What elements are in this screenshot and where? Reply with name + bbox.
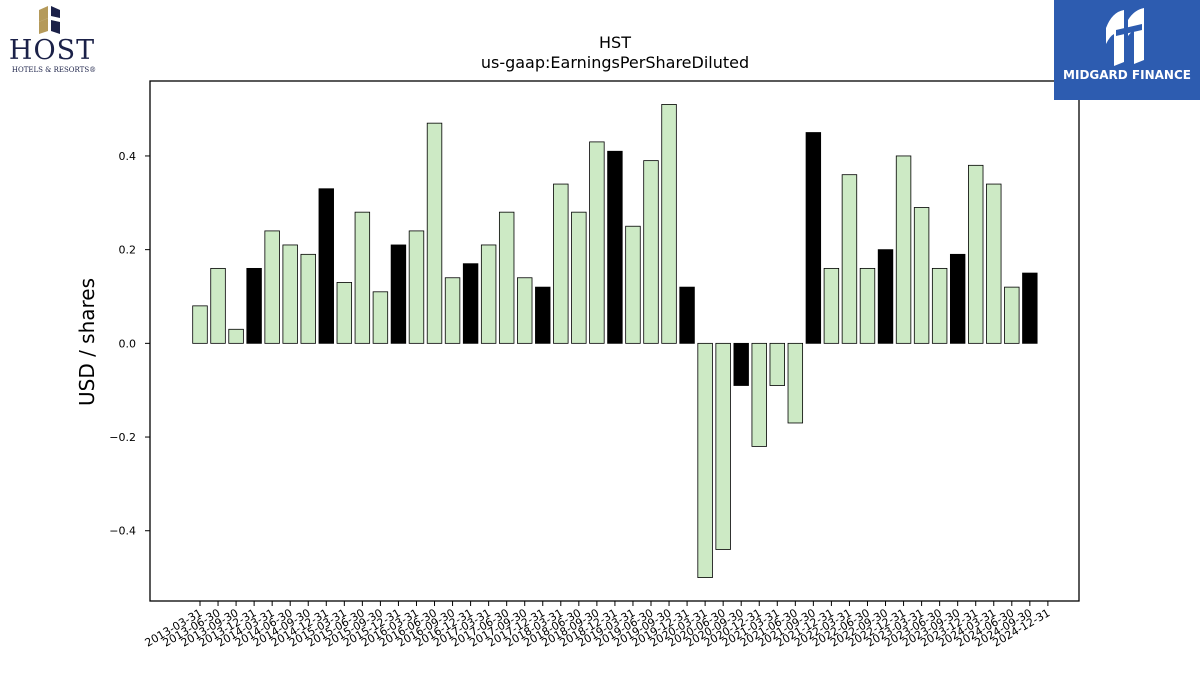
- plot-frame: [149, 80, 1080, 602]
- bars-group: [192, 104, 1038, 578]
- bar-2023-09-30: [949, 253, 966, 344]
- bar-2020-06-30: [715, 342, 731, 550]
- bar-2020-03-31: [697, 342, 713, 578]
- y-tick-label: 0.4: [119, 150, 137, 163]
- bar-2024-06-30: [1004, 286, 1020, 344]
- host-hotels-logo: HOST HOTELS & RESORTS®: [4, 4, 104, 76]
- bar-2013-06-30: [210, 267, 226, 344]
- y-tick-label: 0.2: [119, 244, 137, 257]
- host-tagline: HOTELS & RESORTS®: [11, 66, 97, 74]
- midgard-wordmark: MIDGARD FINANCE: [1063, 68, 1191, 82]
- bar-2013-09-30: [228, 328, 244, 344]
- y-axis-label: USD / shares: [75, 278, 99, 406]
- y-ticks: −0.4 −0.2 0.0 0.2 0.4: [109, 150, 150, 538]
- bar-2017-06-30: [498, 211, 515, 344]
- bar-2015-03-31: [336, 282, 353, 344]
- bar-2016-06-30: [426, 122, 443, 344]
- bar-2016-09-30: [444, 277, 461, 344]
- y-tick-label: 0.0: [119, 337, 137, 350]
- bar-2022-09-30: [877, 249, 894, 344]
- bar-2023-03-31: [913, 207, 930, 344]
- bar-2021-12-31: [823, 267, 840, 344]
- y-tick-label: −0.4: [109, 525, 136, 538]
- midgard-finance-logo: MIDGARD FINANCE: [1054, 0, 1200, 100]
- x-ticks: 2013-03-312013-06-302013-09-302013-12-31…: [143, 601, 1052, 650]
- bar-2022-03-31: [841, 174, 858, 344]
- bar-2021-06-30: [787, 342, 804, 424]
- bar-2019-12-31: [679, 286, 695, 344]
- bar-2019-03-31: [625, 225, 641, 344]
- bar-2018-12-31: [607, 150, 623, 344]
- chart-subtitle: us-gaap:EarningsPerShareDiluted: [481, 53, 749, 72]
- bar-2018-09-30: [589, 141, 605, 344]
- bar-2020-09-30: [733, 342, 749, 386]
- bar-2015-09-30: [372, 291, 389, 344]
- bar-2021-03-31: [769, 342, 785, 386]
- bar-2014-09-30: [300, 253, 316, 344]
- bar-2019-06-30: [643, 160, 659, 344]
- bar-2015-12-31: [390, 244, 407, 344]
- bar-2014-12-31: [318, 188, 334, 344]
- bar-2021-09-30: [805, 132, 822, 344]
- bar-2014-03-31: [264, 230, 280, 344]
- bar-2015-06-30: [354, 211, 371, 344]
- host-emblem-icon: [39, 6, 60, 34]
- bar-2017-09-30: [517, 277, 533, 344]
- bar-2013-12-31: [246, 267, 262, 344]
- bar-2023-12-31: [968, 164, 984, 344]
- bar-2020-12-31: [751, 342, 767, 447]
- midgard-emblem-icon: [1106, 8, 1144, 66]
- bar-2017-03-31: [480, 244, 497, 344]
- host-wordmark: HOST: [8, 35, 96, 66]
- bar-2016-03-31: [408, 230, 425, 344]
- bar-2022-12-31: [895, 155, 912, 344]
- chart-title: HST: [599, 33, 631, 52]
- bar-2017-12-31: [535, 286, 551, 344]
- bar-2014-06-30: [282, 244, 298, 344]
- bar-2019-09-30: [661, 104, 677, 344]
- bar-2022-06-30: [859, 267, 876, 344]
- y-tick-label: −0.2: [109, 431, 136, 444]
- bar-2016-12-31: [462, 263, 479, 344]
- bar-2018-06-30: [571, 211, 587, 344]
- bar-2024-03-31: [986, 183, 1002, 344]
- bar-2023-06-30: [931, 267, 948, 344]
- bar-2018-03-31: [553, 183, 569, 344]
- bar-2013-03-31: [192, 305, 208, 344]
- bar-2024-09-30: [1022, 272, 1038, 344]
